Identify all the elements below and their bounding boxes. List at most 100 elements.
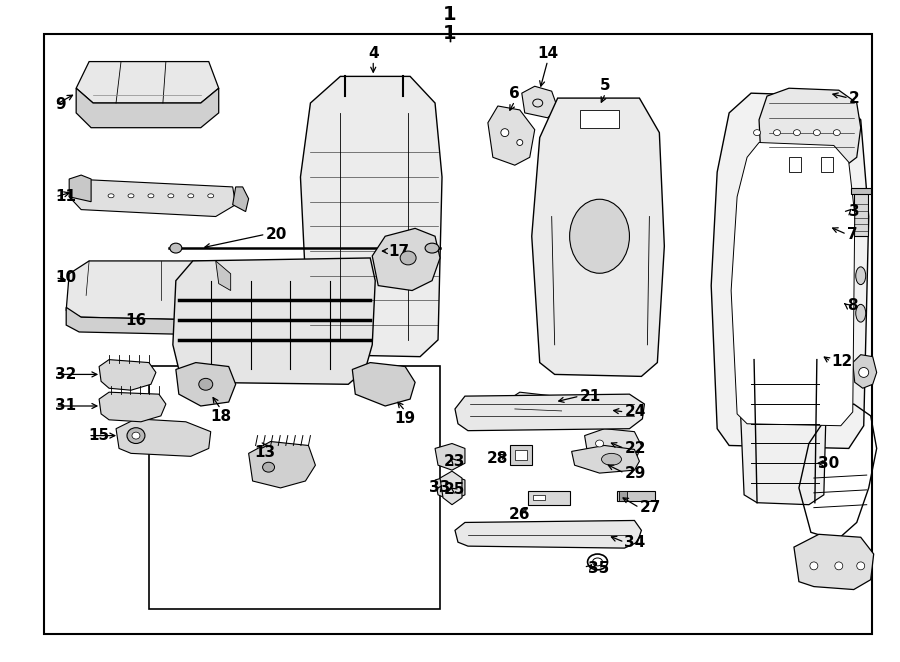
Ellipse shape <box>148 194 154 198</box>
Polygon shape <box>440 471 462 504</box>
Polygon shape <box>455 394 644 431</box>
Polygon shape <box>522 86 558 118</box>
Ellipse shape <box>596 440 604 447</box>
Ellipse shape <box>794 130 800 136</box>
Polygon shape <box>67 307 229 335</box>
Text: 1: 1 <box>443 5 457 24</box>
Text: 25: 25 <box>444 483 464 497</box>
Ellipse shape <box>168 194 174 198</box>
Bar <box>821 158 833 172</box>
Text: 35: 35 <box>588 561 608 577</box>
Ellipse shape <box>208 194 213 198</box>
Ellipse shape <box>857 562 865 570</box>
Ellipse shape <box>500 128 508 136</box>
Text: 9: 9 <box>55 97 66 113</box>
Ellipse shape <box>856 267 866 285</box>
Text: 11: 11 <box>55 189 76 205</box>
Bar <box>580 110 619 128</box>
Polygon shape <box>233 187 248 212</box>
Text: 6: 6 <box>509 86 520 101</box>
Polygon shape <box>585 429 642 461</box>
Polygon shape <box>435 444 465 470</box>
Text: 4: 4 <box>368 46 379 61</box>
Polygon shape <box>711 93 868 448</box>
Ellipse shape <box>170 243 182 253</box>
Ellipse shape <box>128 194 134 198</box>
Polygon shape <box>352 363 415 406</box>
Text: 33: 33 <box>429 481 451 495</box>
Polygon shape <box>173 258 375 384</box>
Polygon shape <box>759 88 860 167</box>
Text: 2: 2 <box>849 91 859 106</box>
Text: 29: 29 <box>625 465 646 481</box>
Text: 32: 32 <box>55 367 76 382</box>
Ellipse shape <box>188 194 194 198</box>
Polygon shape <box>532 98 664 377</box>
Ellipse shape <box>601 453 622 465</box>
Text: 8: 8 <box>847 298 858 313</box>
Polygon shape <box>99 359 156 390</box>
Bar <box>617 491 655 500</box>
Text: 26: 26 <box>509 507 530 522</box>
Polygon shape <box>69 175 91 202</box>
Bar <box>533 495 544 500</box>
Text: 10: 10 <box>55 270 76 285</box>
Polygon shape <box>216 261 230 291</box>
Ellipse shape <box>517 140 523 146</box>
Text: 23: 23 <box>444 453 464 469</box>
Polygon shape <box>76 88 219 128</box>
Polygon shape <box>853 355 877 388</box>
Bar <box>789 158 801 172</box>
Ellipse shape <box>856 305 866 322</box>
Text: 24: 24 <box>625 404 646 420</box>
Ellipse shape <box>773 130 780 136</box>
Polygon shape <box>176 363 236 406</box>
Text: 15: 15 <box>88 428 109 443</box>
Text: 22: 22 <box>625 441 646 456</box>
Text: 28: 28 <box>487 451 508 466</box>
Text: 1: 1 <box>443 24 457 43</box>
Polygon shape <box>248 442 315 488</box>
Polygon shape <box>455 520 642 548</box>
Ellipse shape <box>753 130 760 136</box>
Ellipse shape <box>859 367 868 377</box>
Polygon shape <box>572 446 639 473</box>
Bar <box>527 491 570 504</box>
Text: 3: 3 <box>849 204 859 219</box>
Text: 12: 12 <box>831 354 852 369</box>
Ellipse shape <box>127 428 145 444</box>
Bar <box>854 192 868 236</box>
Polygon shape <box>76 62 219 103</box>
Text: 7: 7 <box>847 227 858 242</box>
Text: 34: 34 <box>625 535 645 549</box>
Ellipse shape <box>199 379 212 390</box>
Text: 31: 31 <box>55 399 76 414</box>
Polygon shape <box>488 106 535 166</box>
Bar <box>509 446 532 465</box>
Ellipse shape <box>400 251 416 265</box>
Ellipse shape <box>132 432 140 439</box>
Ellipse shape <box>108 194 114 198</box>
Polygon shape <box>67 261 230 320</box>
Bar <box>515 450 526 460</box>
Bar <box>619 491 627 500</box>
Ellipse shape <box>570 199 629 273</box>
Text: 19: 19 <box>394 411 416 426</box>
Polygon shape <box>435 475 465 500</box>
Text: 20: 20 <box>266 227 287 242</box>
Ellipse shape <box>835 562 842 570</box>
Text: 16: 16 <box>125 312 147 328</box>
Ellipse shape <box>425 243 439 253</box>
Text: 17: 17 <box>388 244 410 259</box>
Polygon shape <box>69 179 236 216</box>
Polygon shape <box>301 76 442 357</box>
Text: 30: 30 <box>818 455 840 471</box>
Text: 5: 5 <box>600 78 611 93</box>
Text: 14: 14 <box>537 46 558 61</box>
Text: 27: 27 <box>639 500 661 515</box>
Bar <box>850 188 870 194</box>
Ellipse shape <box>833 130 841 136</box>
Ellipse shape <box>263 462 274 472</box>
Polygon shape <box>731 142 855 426</box>
Polygon shape <box>794 534 874 590</box>
